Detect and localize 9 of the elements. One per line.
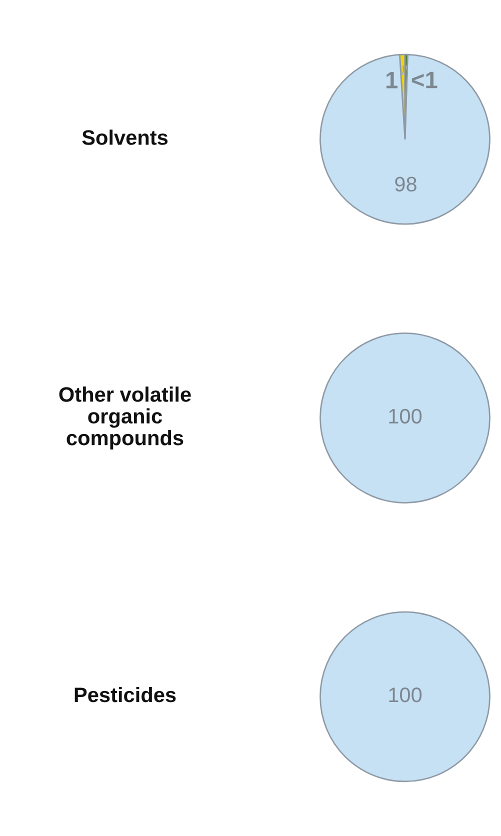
data-label: 100 [389, 408, 422, 424]
text: Pesticides [74, 686, 176, 702]
data-label: 98 [395, 176, 416, 192]
text: Other volatile organic compounds [59, 386, 191, 450]
pie-slice [320, 54, 490, 225]
text: Solvents [82, 130, 168, 145]
data-label: <1 [412, 72, 438, 88]
data-label: 100 [389, 688, 422, 702]
data-label: 1 [386, 72, 398, 88]
